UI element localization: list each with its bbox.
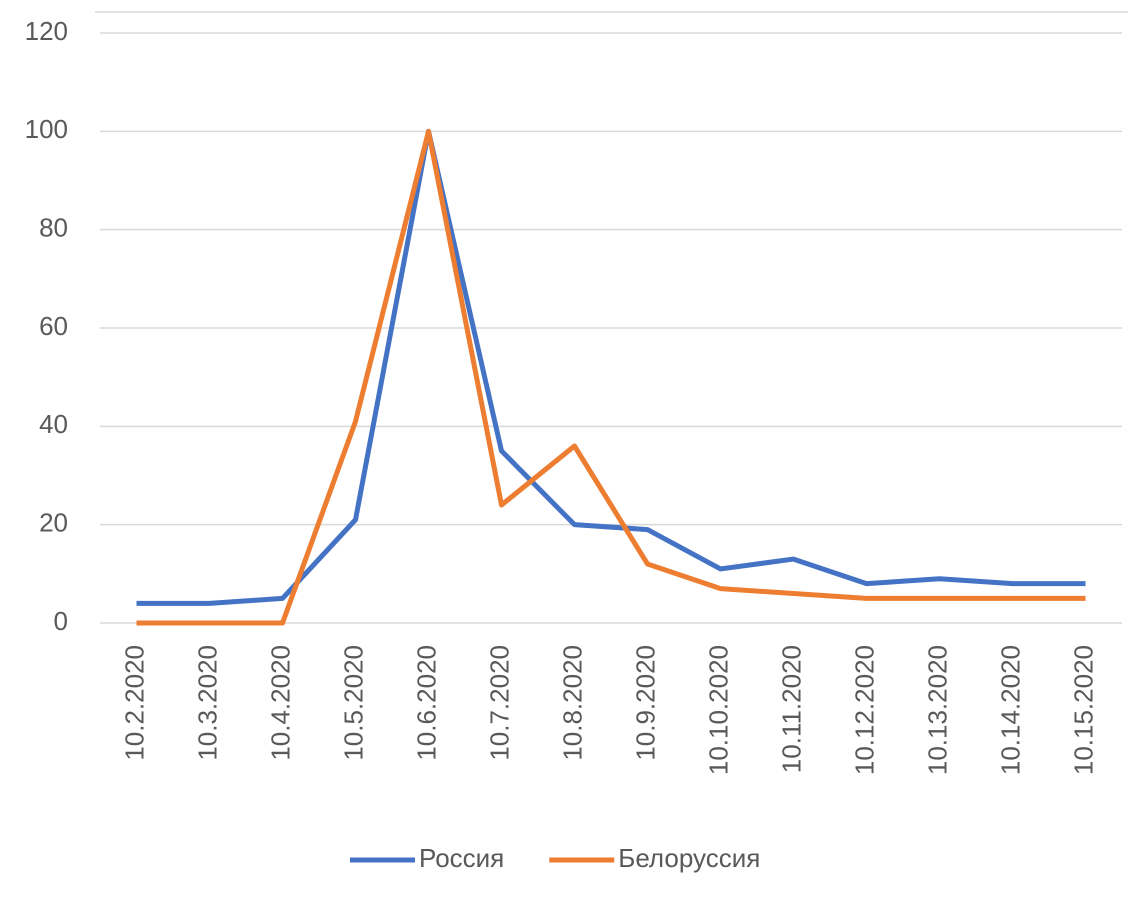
x-tick-label: 10.11.2020 — [776, 645, 806, 773]
y-tick-label: 20 — [39, 508, 68, 538]
y-tick-label: 0 — [54, 606, 68, 636]
y-tick-label: 60 — [39, 311, 68, 341]
line-series — [136, 128, 1086, 626]
legend-label: Белоруссия — [618, 843, 760, 873]
x-tick-label: 10.9.2020 — [630, 645, 660, 761]
x-tick-label: 10.13.2020 — [922, 645, 952, 775]
x-tick-label: 10.6.2020 — [411, 645, 441, 761]
legend-label: Россия — [419, 843, 504, 873]
x-tick-label: 10.2.2020 — [119, 645, 149, 761]
x-tick-label: 10.15.2020 — [1068, 645, 1098, 775]
x-tick-label: 10.5.2020 — [338, 645, 368, 761]
x-tick-label: 10.12.2020 — [849, 645, 879, 775]
x-tick-label: 10.3.2020 — [192, 645, 222, 761]
line-series — [136, 128, 1086, 606]
x-tick-label: 10.10.2020 — [703, 645, 733, 775]
y-tick-label: 80 — [39, 213, 68, 243]
x-tick-label: 10.8.2020 — [557, 645, 587, 761]
x-tick-label: 10.14.2020 — [995, 645, 1025, 775]
x-tick-label: 10.4.2020 — [265, 645, 295, 761]
y-tick-label: 40 — [39, 409, 68, 439]
x-tick-label: 10.7.2020 — [484, 645, 514, 761]
y-tick-label: 100 — [25, 114, 68, 144]
y-tick-label: 120 — [25, 16, 68, 46]
